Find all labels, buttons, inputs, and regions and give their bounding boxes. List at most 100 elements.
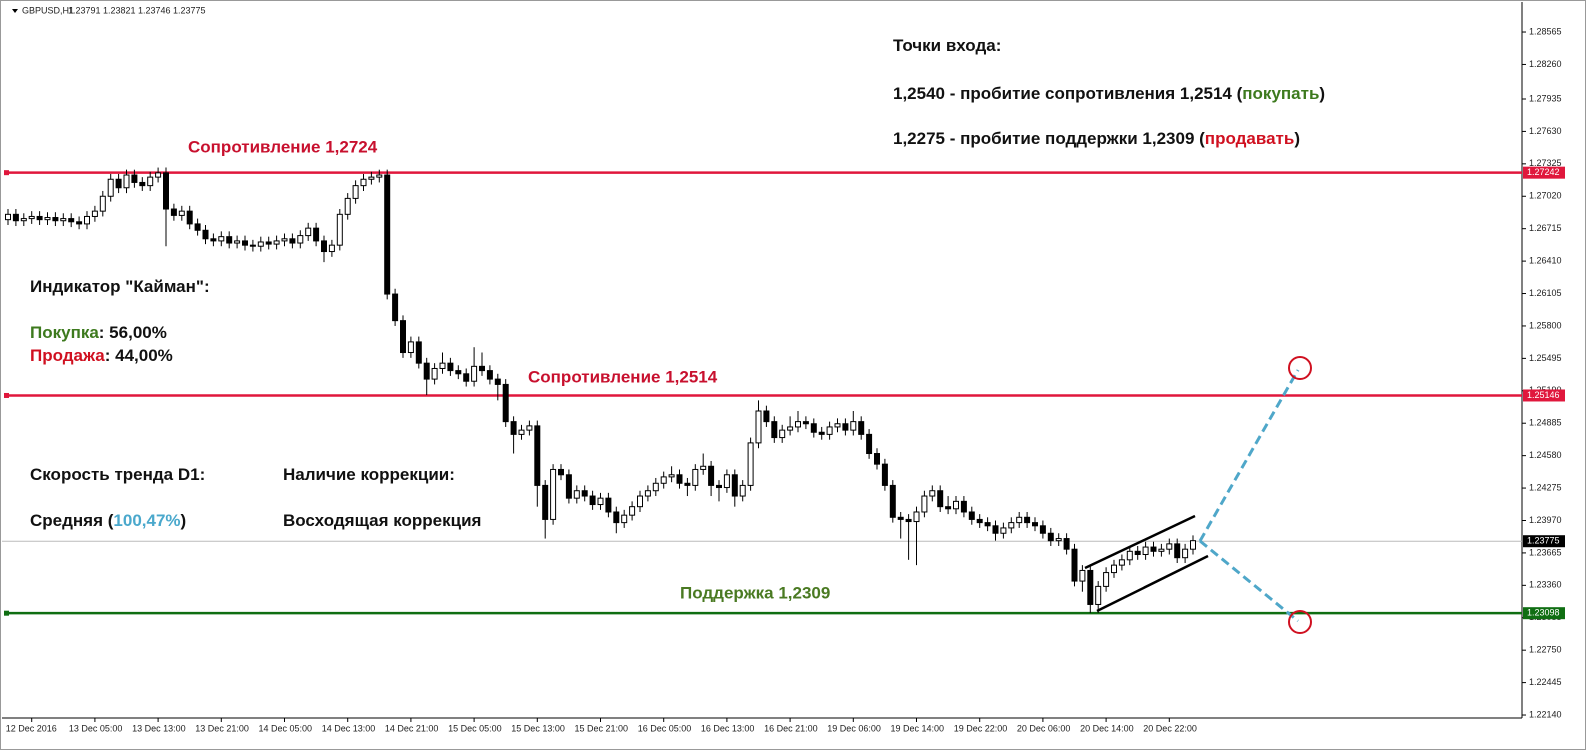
candle-body [542, 484, 549, 520]
x-tick-label: 20 Dec 22:00 [1143, 723, 1197, 733]
candle-body [1166, 543, 1173, 550]
candle-body [1103, 572, 1110, 587]
candle-body [273, 240, 280, 245]
y-tick-label: 1.23360 [1529, 580, 1562, 590]
candle-body [1039, 525, 1046, 534]
candle-body [660, 476, 667, 484]
annotation-part: Точки входа: [893, 36, 1001, 55]
x-tick-label: 15 Dec 21:00 [575, 723, 629, 733]
x-tick-label: 20 Dec 14:00 [1080, 723, 1134, 733]
candle-body [147, 176, 154, 187]
candle-body [550, 468, 557, 520]
candle-body [621, 514, 628, 524]
x-tick-label: 19 Dec 14:00 [891, 723, 945, 733]
candle-body [984, 522, 991, 527]
annotation: Восходящая коррекция [283, 511, 481, 530]
y-tick-label: 1.24275 [1529, 482, 1562, 492]
candle-body [494, 378, 501, 385]
candle-body [1032, 522, 1038, 527]
candle-body [613, 511, 620, 524]
annotation-part: : 56,00% [99, 323, 167, 342]
candle-body [12, 213, 19, 222]
candle-body [115, 178, 122, 189]
annotation-part: продавать [1205, 129, 1295, 148]
candle-body [1071, 548, 1078, 582]
candle-body [874, 453, 880, 465]
candle-body [526, 425, 533, 431]
menu-arrow [12, 9, 18, 13]
candle-body [471, 365, 478, 382]
candle-body [1016, 516, 1023, 524]
annotation-part: Продажа [30, 346, 105, 365]
candle-body [589, 495, 596, 506]
candle-body [131, 174, 138, 183]
candle-body [558, 468, 564, 476]
candle-body [1126, 550, 1133, 561]
candle-body [795, 421, 801, 428]
candle-body [629, 506, 636, 516]
candle-body [28, 215, 35, 220]
marks: 1.28565 1.28260 1.27935 1.27630 1.27325 1.270… [2, 26, 1562, 733]
candle-body [1111, 564, 1117, 574]
candle-body [376, 174, 383, 178]
candle-body [1134, 550, 1141, 556]
candle-body [747, 442, 754, 486]
candle-body [1000, 527, 1007, 534]
y-tick-label: 1.27935 [1529, 93, 1562, 103]
level-price-box [1523, 166, 1565, 179]
candle-body [107, 178, 114, 197]
candle-body [953, 500, 959, 510]
y-tick-label: 1.26105 [1529, 288, 1562, 298]
y-tick-label: 1.22750 [1529, 645, 1562, 655]
y-tick-label: 1.27630 [1529, 126, 1562, 136]
y-tick-label: 1.28565 [1529, 26, 1562, 36]
candle-body [960, 500, 967, 513]
x-tick-label: 14 Dec 05:00 [259, 723, 313, 733]
candle-body [265, 241, 272, 245]
candle-body [479, 365, 485, 372]
candle-body [850, 421, 857, 431]
candle-body [889, 484, 896, 518]
x-tick-label: 16 Dec 05:00 [638, 723, 692, 733]
candle-body [1174, 543, 1181, 559]
annotation-part: Восходящая коррекция [283, 511, 481, 530]
candle-body [881, 463, 888, 486]
candle-body [305, 227, 312, 237]
annotation-part: Средняя ( [30, 511, 114, 530]
target-circle [1288, 610, 1312, 634]
candle-body [1024, 516, 1031, 524]
y-tick-label: 1.23665 [1529, 547, 1562, 557]
x-tick-label: 16 Dec 21:00 [764, 723, 818, 733]
candle-body [708, 465, 715, 486]
level-handle [4, 392, 9, 398]
candle-body [344, 197, 351, 215]
y-tick-label: 1.24885 [1529, 418, 1562, 428]
annotation-part: 1,2275 - пробитие поддержки 1,2309 ( [893, 129, 1205, 148]
level-handle [4, 610, 9, 616]
overlay [1084, 356, 1312, 634]
x-tick-label: 15 Dec 13:00 [511, 723, 565, 733]
level-price: 1.27242 [1527, 167, 1560, 177]
candle-body [976, 518, 983, 524]
annotation-part: : 44,00% [105, 346, 173, 365]
candle-body [1095, 585, 1102, 605]
header: GBPUSD,H1 1.23791 1.23821 1.23746 1.23775 [22, 5, 206, 15]
candle-body [866, 433, 873, 455]
y-tick-label: 1.24580 [1529, 450, 1562, 460]
candle-body [921, 495, 928, 513]
quote-value: 1.23821 [103, 5, 136, 15]
candle-body [289, 238, 296, 244]
candle-body [787, 426, 794, 431]
x-tick-label: 16 Dec 13:00 [701, 723, 755, 733]
y-tick-label: 1.26410 [1529, 255, 1562, 265]
candle-body [771, 421, 778, 439]
candle-body [202, 229, 209, 240]
candle-body [328, 244, 335, 253]
channel-line [1096, 554, 1209, 613]
candle-body [139, 181, 146, 187]
candle-body [415, 341, 422, 364]
candle-body [313, 227, 320, 242]
candle-body [565, 474, 572, 499]
level-label: Сопротивление 1,2514 [528, 367, 718, 386]
candle-body [739, 484, 746, 497]
